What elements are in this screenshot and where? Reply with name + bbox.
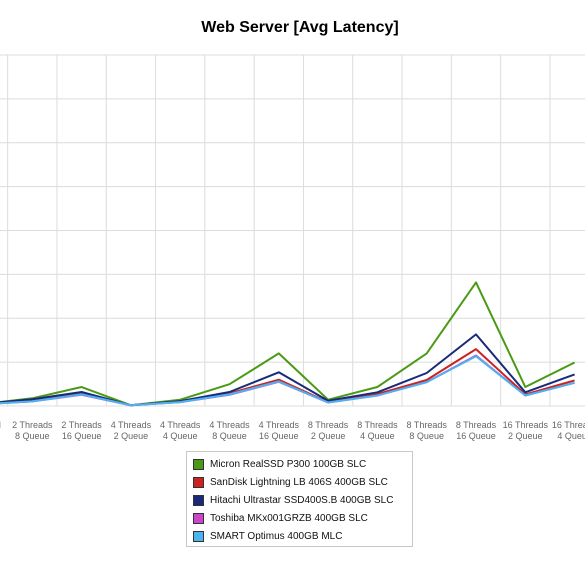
series-line-1 [0, 281, 576, 407]
series-line-5 [0, 355, 575, 407]
x-tick-label: 2 Threads 8 Queue [12, 420, 53, 441]
x-tick-label: 8 Threads 2 Queue [308, 420, 349, 441]
series-line-2 [0, 348, 575, 407]
x-tick-label: 4 Threads 4 Queue [160, 420, 201, 441]
legend-item: Toshiba MKx001GRZB 400GB SLC [193, 509, 412, 527]
x-tick-label: 2 Threads 16 Queue [61, 420, 102, 441]
legend-swatch [193, 512, 204, 524]
x-tick-label: 1 Thread1 Queue [0, 420, 1, 441]
legend-swatch [193, 476, 204, 488]
series-line-3 [0, 333, 575, 407]
legend-swatch [193, 494, 204, 506]
legend-swatch [193, 530, 204, 542]
x-tick-label: 16 Threads 2 Queue [503, 420, 549, 441]
series-line-4 [0, 354, 575, 407]
legend-item: Micron RealSSD P300 100GB SLC [193, 455, 412, 473]
chart-title: Web Server [Avg Latency] [201, 19, 399, 36]
legend: Micron RealSSD P300 100GB SLC SanDisk Lig… [186, 451, 413, 547]
series-lines [0, 281, 576, 407]
legend-label: Toshiba MKx001GRZB 400GB SLC [210, 512, 368, 524]
legend-label: Micron RealSSD P300 100GB SLC [210, 458, 367, 470]
legend-swatch [193, 458, 204, 470]
legend-item: SMART Optimus 400GB MLC [193, 527, 412, 545]
grid [0, 54, 585, 407]
legend-label: SanDisk Lightning LB 406S 400GB SLC [210, 476, 388, 488]
legend-item: SanDisk Lightning LB 406S 400GB SLC [193, 473, 412, 491]
x-tick-label: 8 Threads 4 Queue [357, 420, 398, 441]
x-tick-label: 8 Threads 16 Queue [456, 420, 497, 441]
legend-item: Hitachi Ultrastar SSD400S.B 400GB SLC [193, 491, 412, 509]
x-tick-label: 4 Threads 16 Queue [259, 420, 300, 441]
legend-label: Hitachi Ultrastar SSD400S.B 400GB SLC [210, 494, 394, 506]
x-tick-label: 8 Threads 8 Queue [407, 420, 448, 441]
legend-label: SMART Optimus 400GB MLC [210, 530, 343, 542]
x-tick-label: 4 Threads 2 Queue [111, 420, 152, 441]
x-tick-label: 4 Threads 8 Queue [209, 420, 250, 441]
